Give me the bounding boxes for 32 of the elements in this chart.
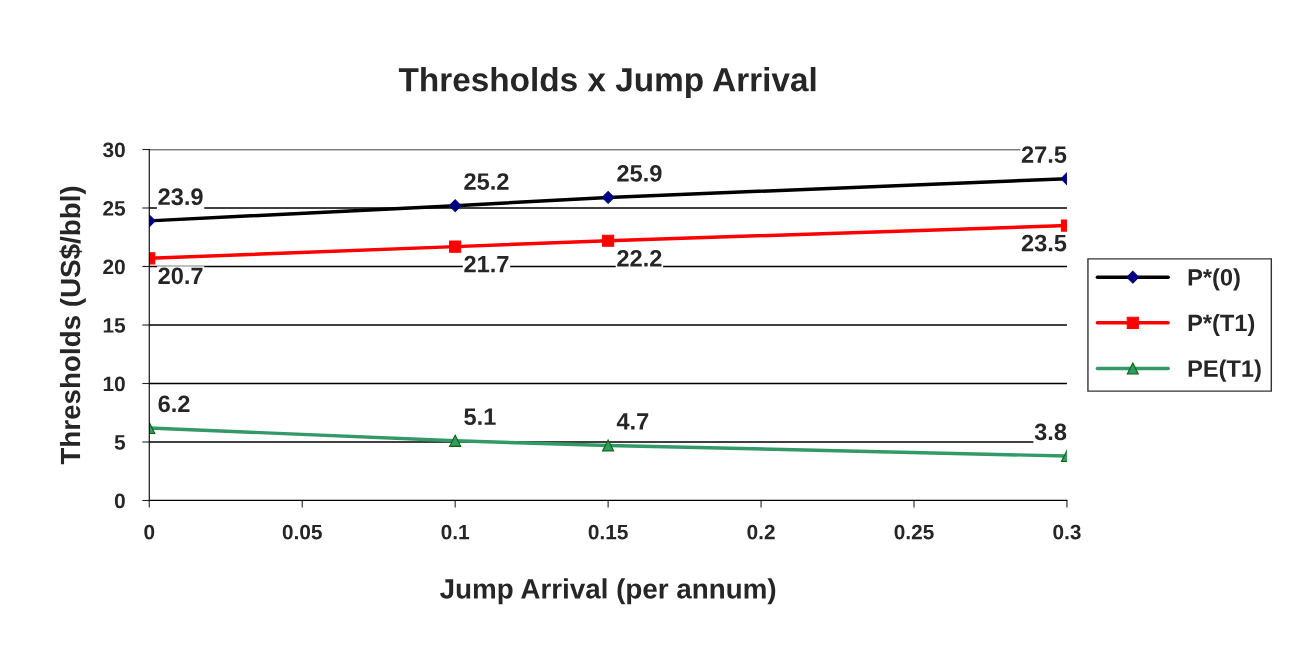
x-tick-label: 0.3 — [1053, 524, 1081, 540]
y-tick-label: 25 — [103, 201, 126, 216]
data-label: 25.9 — [617, 164, 662, 182]
x-axis-title: Jump Arrival (per annum) — [440, 578, 776, 605]
y-tick-label: 20 — [103, 259, 125, 275]
y-tick-label: 10 — [103, 376, 125, 392]
data-label: 25.2 — [464, 173, 509, 190]
data-label: 4.7 — [616, 413, 649, 430]
data-label: 27.5 — [1021, 146, 1067, 163]
legend-label: P*(0) — [1188, 268, 1240, 291]
data-label: 21.7 — [464, 255, 509, 273]
y-tick-label: 15 — [103, 318, 126, 333]
y-tick-label: 5 — [114, 435, 126, 450]
data-label: 6.2 — [158, 395, 190, 413]
y-tick-label: 30 — [102, 142, 125, 158]
x-tick-label: 0.05 — [282, 524, 322, 540]
data-label: 20.7 — [158, 267, 203, 285]
x-tick-label: 0.25 — [894, 524, 934, 540]
data-label: 23.5 — [1021, 234, 1067, 252]
data-label: 23.9 — [158, 188, 203, 206]
y-tick-label: 0 — [114, 493, 125, 509]
legend-label: P*(T1) — [1188, 313, 1255, 336]
data-label: 5.1 — [464, 408, 496, 426]
x-tick-label: 0.2 — [747, 524, 775, 540]
y-axis-title: Thresholds (US$/bbl) — [59, 186, 86, 465]
legend-label: PE(T1) — [1188, 359, 1261, 382]
x-tick-label: 0.15 — [588, 524, 628, 540]
x-tick-label: 0 — [144, 524, 155, 540]
chart-title: Thresholds x Jump Arrival — [398, 67, 816, 99]
x-tick-label: 0.1 — [441, 524, 470, 540]
data-label: 22.2 — [617, 249, 662, 267]
data-label: 3.8 — [1034, 423, 1067, 441]
